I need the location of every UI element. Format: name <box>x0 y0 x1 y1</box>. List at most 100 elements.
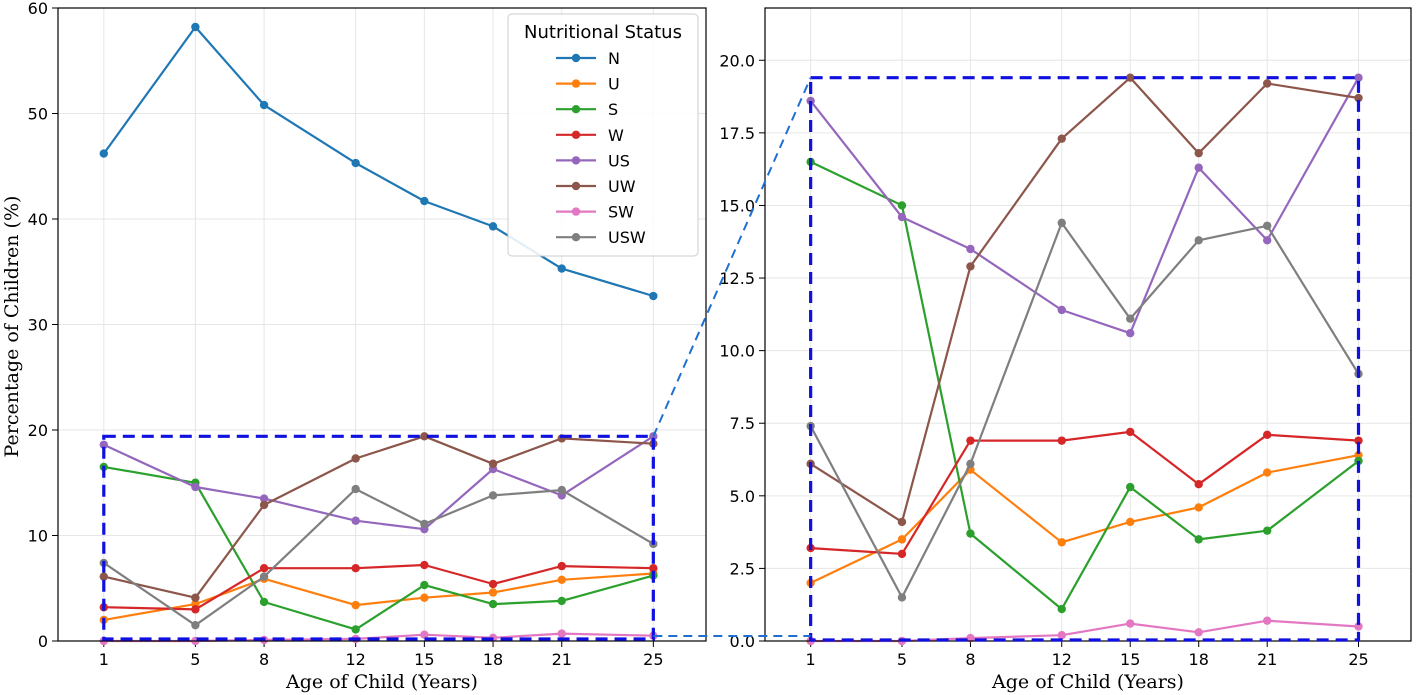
data-point-usw <box>1057 218 1066 228</box>
y-tick-label: 12.5 <box>719 269 755 288</box>
data-point-n <box>259 100 269 110</box>
data-point-n <box>420 196 429 206</box>
x-tick-label: 5 <box>190 650 200 669</box>
series-s <box>99 462 658 634</box>
data-point-usw <box>557 485 566 495</box>
data-point-s <box>1194 535 1203 544</box>
series-line-usw <box>103 488 654 627</box>
y-tick-label: 30 <box>28 316 48 335</box>
x-tick-label: 21 <box>1257 650 1277 669</box>
y-tick-label: 17.5 <box>719 124 755 143</box>
data-point-n <box>191 22 200 32</box>
data-point-n <box>488 222 498 231</box>
data-point-w <box>191 605 200 614</box>
data-point-w <box>649 564 658 573</box>
data-point-sw <box>1194 628 1203 637</box>
x-tick-label: 18 <box>1189 650 1209 669</box>
data-point-u <box>557 575 566 585</box>
data-point-n <box>649 291 658 301</box>
data-point-u <box>1194 503 1203 512</box>
data-point-s <box>897 201 907 210</box>
data-point-uw <box>1126 73 1135 82</box>
series-line-usw <box>809 221 1360 599</box>
data-point-us <box>99 440 108 449</box>
legend-marker-s <box>571 105 581 114</box>
y-tick-label: 7.5 <box>730 414 755 433</box>
data-point-us <box>259 494 269 503</box>
chart-panel-2: 0.02.55.07.510.012.515.017.520.01 5 8 12 15 1… <box>719 7 1412 693</box>
data-point-us <box>966 244 975 254</box>
x-tick-label: 12 <box>1052 650 1072 669</box>
data-point-s <box>259 597 269 607</box>
data-point-n <box>351 158 360 168</box>
data-point-s <box>1057 604 1066 614</box>
series-sw <box>99 629 658 646</box>
data-point-usw <box>191 620 200 630</box>
data-point-w <box>259 564 269 573</box>
data-point-w <box>351 564 360 573</box>
data-point-w <box>1057 436 1066 445</box>
data-point-s <box>557 596 566 606</box>
y-tick-label: 0 <box>38 632 48 651</box>
x-tick-label: 1 <box>806 650 816 669</box>
series-us <box>99 432 658 534</box>
legend-marker-usw <box>571 233 581 242</box>
zoom-inset-box <box>809 76 1361 642</box>
data-point-sw <box>1126 619 1135 628</box>
y-tick-label: 2.5 <box>730 559 755 578</box>
x-tick-label: 5 <box>897 650 907 669</box>
series-usw <box>99 484 658 630</box>
series-line-sw <box>810 619 1359 643</box>
x-tick-label: 8 <box>259 650 269 669</box>
y-tick-label: 15.0 <box>719 196 755 215</box>
data-point-s <box>420 580 429 590</box>
data-point-u <box>351 600 360 610</box>
data-point-uw <box>191 593 200 602</box>
series-line-w <box>810 430 1359 556</box>
data-point-usw <box>351 484 360 494</box>
legend-label-u: U <box>608 75 620 94</box>
legend-label-w: W <box>608 126 624 145</box>
data-point-us <box>1126 329 1135 338</box>
data-point-uw <box>488 459 498 468</box>
legend-label-usw: USW <box>608 228 646 247</box>
data-point-usw <box>420 519 429 529</box>
y-tick-label: 20 <box>28 421 48 440</box>
zoom-connector-top <box>652 77 812 437</box>
legend-marker-uw <box>571 181 581 191</box>
series-uw <box>806 73 1363 527</box>
data-point-w <box>488 579 498 589</box>
data-point-us <box>1354 73 1363 82</box>
series-line-uw <box>103 435 654 599</box>
data-point-sw <box>557 629 566 638</box>
y-tick-label: 5.0 <box>730 487 755 506</box>
data-point-u <box>1057 538 1066 547</box>
data-point-s <box>966 529 975 538</box>
data-point-us <box>897 212 907 222</box>
legend-label-sw: SW <box>608 203 634 222</box>
y-tick-label: 60 <box>28 0 48 18</box>
x-tick-label: 8 <box>965 650 975 669</box>
data-point-w <box>966 436 975 445</box>
series-line-uw <box>810 76 1359 524</box>
series-usw <box>806 218 1363 602</box>
data-point-uw <box>1194 148 1203 158</box>
data-point-uw <box>897 517 907 527</box>
y-tick-label: 10 <box>28 527 48 546</box>
data-point-usw <box>966 459 975 469</box>
y-tick-label: 0.0 <box>730 632 755 651</box>
x-tick-label: 1 <box>99 650 109 669</box>
data-point-uw <box>966 262 975 271</box>
data-point-usw <box>1194 236 1203 245</box>
y-tick-label: 20.0 <box>719 51 755 70</box>
series-w <box>99 560 658 614</box>
data-point-u <box>1126 517 1135 527</box>
y-axis-label: Percentage of Children (%) <box>1 196 23 458</box>
data-point-usw <box>897 593 907 602</box>
data-point-w <box>897 549 907 559</box>
series-line-n <box>102 25 654 298</box>
data-point-s <box>1262 526 1272 535</box>
axes-frame <box>764 7 1412 642</box>
